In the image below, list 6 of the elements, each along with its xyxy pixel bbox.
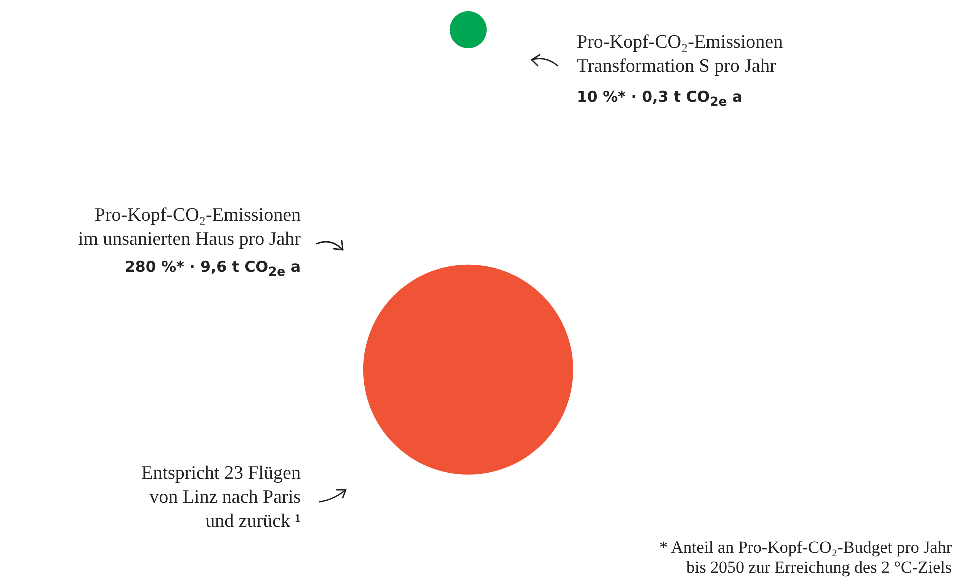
text: Entspricht 23 Flügen von Linz nach Paris und zurück ¹ [142,462,301,534]
text: Pro-Kopf-CO₂-Emissionen Transformation S pro Jahr [577,31,784,79]
data-label: 280 %* · 9,6 t CO$_{2e}$ a [124,258,301,279]
data-label: 10 %* · 0,3 t CO$_{2e}$ a [577,88,743,109]
text: Pro-Kopf-CO₂-Emissionen im unsanierten Haus pro Jahr [78,204,301,252]
text: * Anteil an Pro-Kopf-CO₂-Budget pro Jahr bis 2050 zur Erreichung des 2 °C-Ziels [659,538,952,578]
